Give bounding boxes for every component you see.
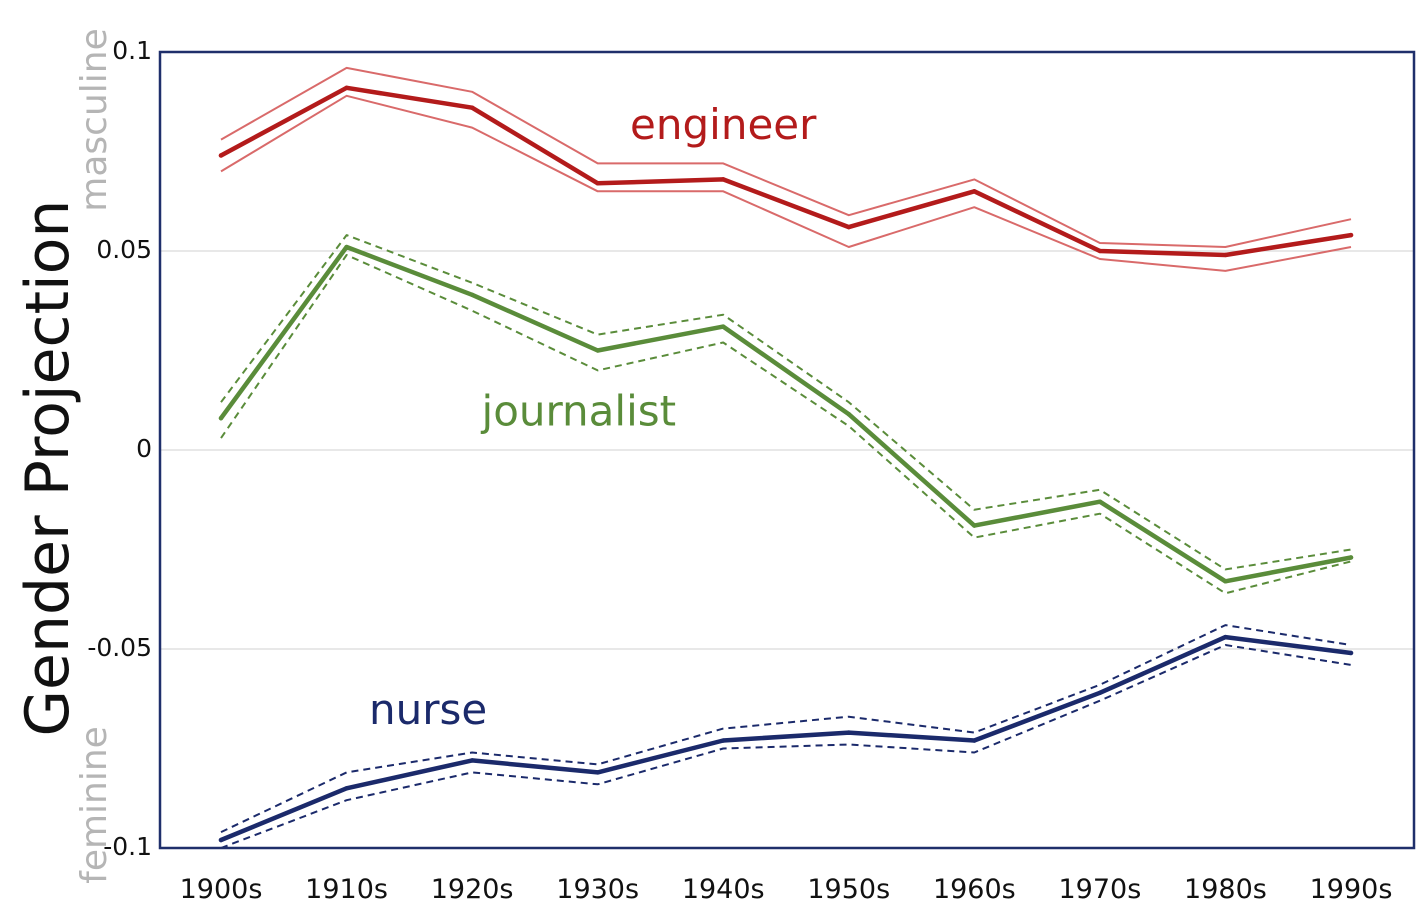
engineer-point <box>595 181 600 186</box>
engineer-lower-bound-line <box>220 94 1352 272</box>
series-engineer <box>218 66 1354 272</box>
engineer-upper-bound-line <box>220 66 1352 248</box>
journalist-point <box>1348 555 1354 560</box>
y-tick-label: 0.1 <box>112 36 152 65</box>
journalist-point <box>344 244 349 250</box>
journalist-point <box>721 324 726 329</box>
y-tick-label: 0 <box>136 434 152 463</box>
engineer-point <box>1097 248 1103 254</box>
engineer-point <box>344 85 349 91</box>
series-layer <box>218 66 1354 849</box>
y-tick-label: -0.1 <box>103 832 152 861</box>
series-label-engineer: engineer <box>630 100 817 149</box>
y-tick-labels: 0.1 0.05 0 -0.05 -0.1 <box>87 36 152 861</box>
x-tick-label: 1950s <box>807 874 890 905</box>
journalist-point <box>846 411 851 417</box>
journalist-point <box>595 348 600 353</box>
nurse-point <box>595 770 600 775</box>
x-tick-label: 1980s <box>1184 874 1267 905</box>
journalist-upper-bound-line <box>220 234 1352 571</box>
journalist-point <box>469 292 475 297</box>
y-tick-label: -0.05 <box>87 633 152 662</box>
engineer-point <box>469 105 475 110</box>
x-tick-label: 1920s <box>431 874 514 905</box>
nurse-line <box>218 634 1354 843</box>
x-tick-label: 1960s <box>933 874 1016 905</box>
journalist-point <box>1097 499 1103 504</box>
nurse-point <box>1348 650 1354 656</box>
journalist-lower-bound-line <box>220 254 1352 595</box>
nurse-point <box>1223 634 1228 640</box>
journalist-line <box>218 244 1354 584</box>
masculine-annotation: masculine <box>74 28 115 211</box>
series-nurse <box>218 624 1354 849</box>
nurse-point <box>1097 690 1103 695</box>
nurse-point <box>218 837 224 843</box>
nurse-point <box>846 730 851 735</box>
series-label-journalist: journalist <box>481 387 677 436</box>
x-tick-label: 1970s <box>1058 874 1141 905</box>
x-tick-label: 1940s <box>682 874 765 905</box>
y-axis-title: Gender Projection <box>13 200 83 737</box>
grid-layer <box>160 250 1414 650</box>
series-labels: engineer journalist nurse <box>369 100 817 734</box>
journalist-point <box>972 523 977 528</box>
engineer-point <box>218 153 224 158</box>
engineer-point <box>721 177 726 182</box>
engineer-point <box>972 189 977 194</box>
nurse-point <box>972 738 977 743</box>
x-tick-labels: 1900s 1910s 1920s 1930s 1940s 1950s 1960s 1970s… <box>180 874 1393 905</box>
engineer-point <box>1348 232 1354 238</box>
series-label-nurse: nurse <box>369 685 487 734</box>
feminine-annotation: feminine <box>74 726 115 884</box>
nurse-lower-bound-line <box>220 644 1352 849</box>
x-tick-label: 1930s <box>556 874 639 905</box>
plot-frame <box>158 50 1416 850</box>
x-tick-label: 1910s <box>305 874 388 905</box>
engineer-line <box>218 85 1354 258</box>
engineer-point <box>1223 252 1228 258</box>
journalist-point <box>1223 579 1228 584</box>
nurse-point <box>344 786 349 791</box>
y-tick-label: 0.05 <box>96 235 152 264</box>
nurse-point <box>469 758 475 763</box>
engineer-point <box>846 224 851 230</box>
series-journalist <box>218 234 1354 595</box>
journalist-point <box>218 415 224 421</box>
nurse-point <box>721 738 726 743</box>
x-tick-label: 1900s <box>180 874 263 905</box>
x-tick-label: 1990s <box>1310 874 1393 905</box>
